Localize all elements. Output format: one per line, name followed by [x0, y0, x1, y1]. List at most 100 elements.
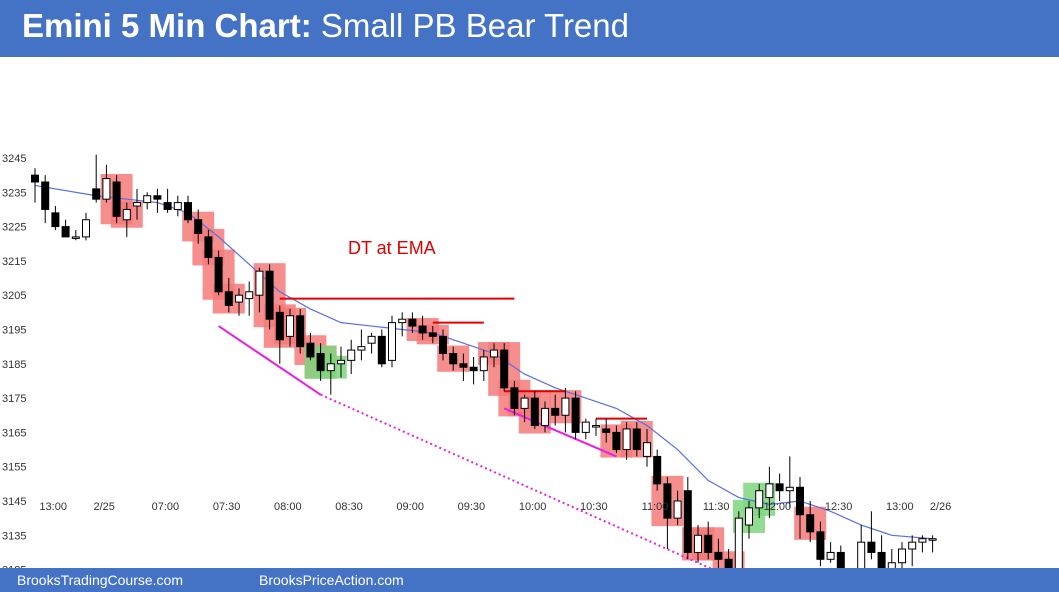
candle	[775, 473, 784, 501]
candle	[51, 206, 60, 231]
x-tick-label: 2/25	[93, 501, 114, 513]
candle	[112, 175, 121, 224]
candle	[82, 212, 90, 241]
candle	[520, 394, 529, 423]
candle	[785, 456, 794, 508]
candle	[694, 525, 702, 563]
y-axis: 3245 3235 3225 3215 3205 3195 3185 3175 3165 3155…	[2, 153, 26, 568]
x-tick-label: 09:30	[458, 501, 486, 513]
candle	[592, 418, 600, 436]
x-tick-label: 11:30	[703, 501, 730, 513]
y-tick-label: 3215	[2, 256, 26, 268]
candle	[500, 343, 509, 392]
candlestick-chart: 3245 3235 3225 3215 3205 3195 3185 3175 3165 3155…	[2, 153, 951, 568]
footer-link-left[interactable]: BrooksTradingCourse.com	[17, 572, 183, 588]
candle	[898, 542, 906, 568]
candle	[867, 511, 876, 560]
candle	[612, 425, 621, 453]
ema-polyline	[34, 184, 933, 540]
candle	[622, 422, 631, 460]
x-tick-label: 13:00	[886, 501, 914, 513]
chart-title-bold: Emini 5 Min Chart:	[22, 7, 312, 44]
candle	[796, 476, 804, 539]
x-tick-label: 10:00	[519, 501, 547, 513]
candle	[296, 308, 305, 354]
y-tick-label: 3165	[2, 427, 26, 439]
candle	[541, 401, 549, 433]
candle	[632, 422, 641, 457]
candle	[469, 356, 478, 385]
candle	[173, 195, 182, 217]
candle	[551, 394, 560, 426]
candle	[918, 535, 927, 553]
candle	[255, 267, 264, 313]
candle	[806, 501, 815, 543]
candle	[877, 535, 886, 568]
candle	[663, 476, 672, 550]
candle	[275, 305, 284, 364]
candle	[102, 164, 111, 203]
y-tick-label: 3185	[2, 359, 26, 371]
y-tick-label: 3145	[2, 496, 26, 508]
x-tick-label: 10:30	[580, 501, 608, 513]
candle	[602, 418, 611, 443]
candle	[816, 521, 825, 567]
candle	[143, 192, 152, 210]
candle	[510, 380, 519, 416]
candle	[122, 202, 131, 237]
candle	[714, 538, 723, 568]
candle	[235, 288, 243, 316]
candle	[326, 353, 335, 395]
y-tick-label: 3175	[2, 393, 26, 405]
x-tick-label: 09:00	[396, 501, 424, 513]
candle	[479, 350, 488, 381]
chart-title-rest: Small PB Bear Trend	[320, 7, 629, 44]
x-tick-label: 13:00	[39, 501, 67, 513]
footer-link-right[interactable]: BrooksPriceAction.com	[259, 572, 404, 588]
candle	[428, 326, 437, 344]
header-banner: Emini 5 Min Chart: Small PB Bear Trend	[0, 0, 1059, 57]
candle	[530, 391, 539, 429]
x-tick-label: 12:30	[825, 501, 853, 513]
x-tick-label: 2/26	[930, 501, 951, 513]
candle	[836, 545, 845, 568]
ema-line	[34, 184, 933, 540]
candle	[571, 391, 580, 440]
candle	[265, 264, 274, 330]
candle	[204, 230, 213, 265]
y-tick-label: 3245	[2, 153, 26, 165]
candle	[224, 278, 233, 313]
candle	[928, 535, 937, 553]
candle	[704, 521, 713, 560]
candle	[92, 154, 101, 203]
x-tick-label: 11:00	[642, 501, 669, 513]
y-tick-label: 3195	[2, 325, 26, 337]
candle	[459, 353, 468, 381]
y-tick-label: 3125	[2, 565, 26, 568]
candle	[357, 329, 366, 361]
candle	[887, 549, 896, 568]
y-tick-label: 3235	[2, 187, 26, 199]
candle	[683, 476, 692, 560]
candle	[377, 329, 386, 368]
trend-channel-line	[503, 407, 617, 458]
candle	[133, 188, 141, 220]
y-tick-label: 3135	[2, 530, 26, 542]
candle	[643, 428, 651, 467]
candle	[673, 490, 682, 526]
candle	[734, 511, 743, 568]
candle	[71, 230, 80, 241]
candle	[653, 449, 662, 491]
y-tick-label: 3155	[2, 462, 26, 474]
x-tick-label: 08:30	[335, 501, 363, 513]
candle	[163, 188, 172, 213]
trend-channel-line	[218, 325, 322, 396]
candle	[214, 250, 223, 296]
candle	[306, 332, 315, 361]
candle	[153, 188, 162, 213]
x-tick-label: 07:30	[213, 501, 241, 513]
candle	[857, 525, 866, 568]
candle	[367, 332, 376, 354]
candle	[490, 343, 498, 368]
candle	[388, 315, 396, 368]
